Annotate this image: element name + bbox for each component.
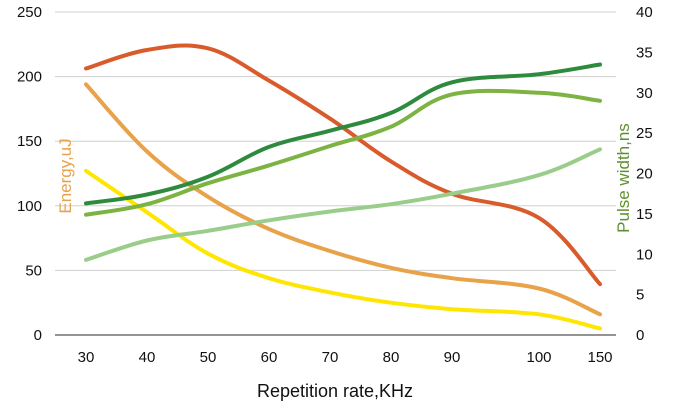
series-line-3 [84, 43, 602, 287]
right-tick-label: 40 [636, 4, 653, 21]
left-tick-label: 0 [34, 327, 42, 344]
x-axis-ticks: 30 40 50 60 70 80 90 100 150 [78, 349, 613, 366]
left-tick-label: 50 [25, 262, 42, 279]
x-tick-label: 50 [200, 349, 217, 366]
right-tick-label: 35 [636, 44, 653, 61]
x-tick-label: 80 [383, 349, 400, 366]
series-line-5 [84, 88, 602, 217]
right-tick-label: 0 [636, 327, 644, 344]
x-tick-label: 60 [261, 349, 278, 366]
right-tick-label: 10 [636, 246, 653, 263]
series-line-6 [84, 147, 602, 262]
right-tick-label: 5 [636, 287, 644, 304]
left-tick-label: 200 [17, 69, 42, 86]
x-tick-label: 70 [322, 349, 339, 366]
left-tick-label: 150 [17, 133, 42, 150]
left-tick-label: 100 [17, 198, 42, 215]
series-lines [84, 43, 602, 331]
x-tick-label: 40 [139, 349, 156, 366]
right-tick-label: 25 [636, 125, 653, 142]
left-y-axis-ticks: 0 50 100 150 200 250 [17, 4, 42, 344]
left-tick-label: 250 [17, 4, 42, 21]
right-tick-label: 20 [636, 166, 653, 183]
x-tick-label: 150 [587, 349, 612, 366]
series-line-1 [84, 82, 602, 317]
series-line-2 [84, 168, 602, 331]
left-y-axis-title: Energy,uJ [56, 138, 75, 213]
series-line-4 [84, 62, 602, 206]
x-tick-label: 100 [526, 349, 551, 366]
right-tick-label: 30 [636, 85, 653, 102]
x-tick-label: 30 [78, 349, 95, 366]
right-y-axis-title: Pulse width,ns [614, 123, 633, 233]
x-tick-label: 90 [444, 349, 461, 366]
right-tick-label: 15 [636, 206, 653, 223]
x-axis-title: Repetition rate,KHz [257, 381, 413, 401]
right-y-axis-ticks: 0 5 10 15 20 25 30 35 40 [636, 4, 653, 344]
